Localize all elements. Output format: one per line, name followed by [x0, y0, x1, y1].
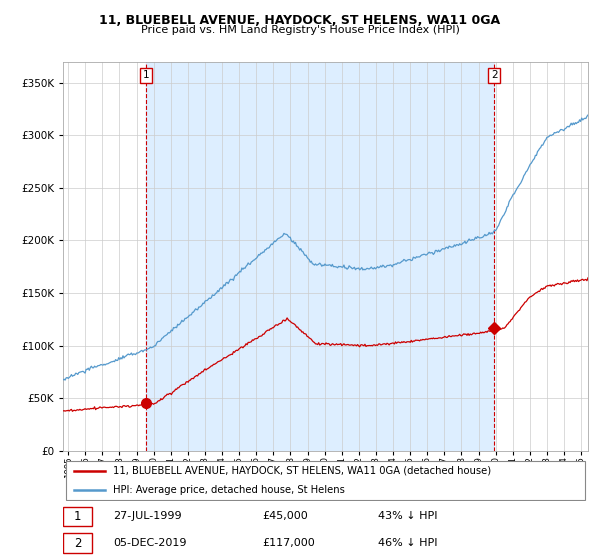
- Text: 11, BLUEBELL AVENUE, HAYDOCK, ST HELENS, WA11 0GA: 11, BLUEBELL AVENUE, HAYDOCK, ST HELENS,…: [100, 14, 500, 27]
- FancyBboxPatch shape: [65, 461, 586, 500]
- FancyBboxPatch shape: [63, 533, 92, 553]
- Text: 27-JUL-1999: 27-JUL-1999: [113, 511, 182, 521]
- Text: £117,000: £117,000: [263, 538, 315, 548]
- Text: 05-DEC-2019: 05-DEC-2019: [113, 538, 187, 548]
- Text: 2: 2: [491, 70, 497, 80]
- Text: HPI: Average price, detached house, St Helens: HPI: Average price, detached house, St H…: [113, 485, 345, 495]
- Text: Price paid vs. HM Land Registry's House Price Index (HPI): Price paid vs. HM Land Registry's House …: [140, 25, 460, 35]
- Text: 11, BLUEBELL AVENUE, HAYDOCK, ST HELENS, WA11 0GA (detached house): 11, BLUEBELL AVENUE, HAYDOCK, ST HELENS,…: [113, 465, 491, 475]
- Text: £45,000: £45,000: [263, 511, 308, 521]
- Text: 1: 1: [74, 510, 81, 523]
- Text: 1: 1: [143, 70, 149, 80]
- Text: 2: 2: [74, 536, 81, 550]
- Bar: [146, 62, 494, 451]
- Text: 43% ↓ HPI: 43% ↓ HPI: [378, 511, 437, 521]
- FancyBboxPatch shape: [63, 506, 92, 526]
- Text: 46% ↓ HPI: 46% ↓ HPI: [378, 538, 437, 548]
